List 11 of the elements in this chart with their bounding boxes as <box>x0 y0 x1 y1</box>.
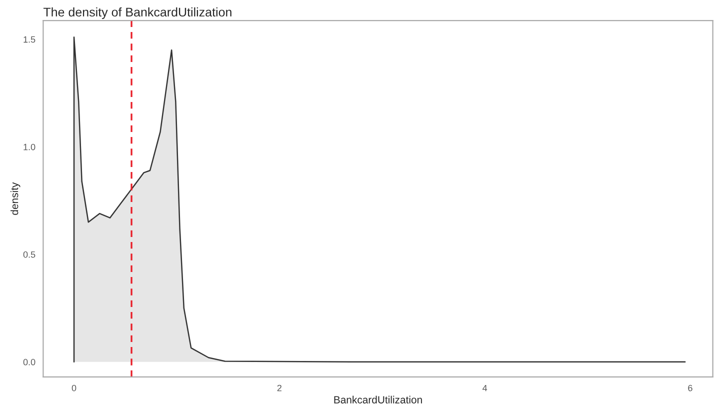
chart-title: The density of BankcardUtilization <box>43 7 232 20</box>
y-axis-title: density <box>10 182 20 215</box>
y-tick-label: 1.0 <box>24 144 36 150</box>
y-tick-label: 0.5 <box>23 251 36 258</box>
x-tick-label: 0 <box>72 384 76 392</box>
x-axis-title: BankcardUtilization <box>334 396 422 404</box>
x-tick-label: 6 <box>688 384 692 392</box>
x-tick-label: 4 <box>482 384 488 392</box>
y-tick-label: 1.5 <box>24 36 36 43</box>
y-tick-label: 0.0 <box>23 358 36 366</box>
x-tick-label: 2 <box>277 384 282 392</box>
